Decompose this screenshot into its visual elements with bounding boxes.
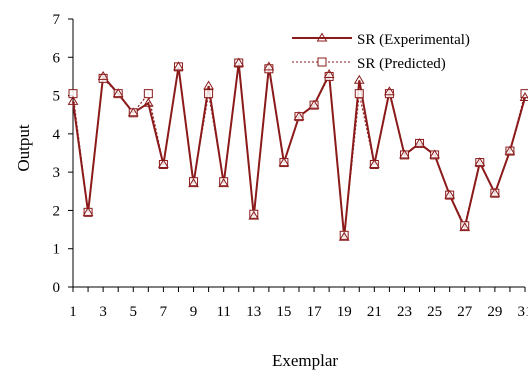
point-predicted (264, 64, 274, 74)
point-experimental (353, 74, 365, 84)
point-experimental (429, 149, 440, 159)
point-predicted (189, 177, 199, 187)
axes (72, 19, 525, 288)
point-predicted (204, 89, 214, 99)
y-axis-label: Output (14, 124, 33, 172)
x-tick-label: 7 (160, 304, 168, 320)
x-tick-label: 9 (190, 304, 198, 320)
legend-square-marker (317, 57, 327, 67)
point-predicted (249, 209, 259, 219)
legend-text-predicted: SR (Predicted) (357, 56, 446, 72)
x-tick-label: 27 (457, 304, 473, 320)
point-experimental (112, 88, 124, 98)
y-tick-label: 2 (53, 203, 61, 219)
x-tick-label: 19 (337, 304, 352, 320)
point-experimental (338, 231, 350, 241)
point-experimental (504, 145, 516, 155)
point-predicted (384, 89, 394, 99)
series-layer (67, 57, 528, 241)
point-predicted (143, 89, 153, 99)
x-tick-label: 11 (216, 304, 230, 320)
x-tick-label: 5 (130, 304, 138, 320)
x-tick-label: 25 (427, 304, 442, 320)
y-ticks: 0 1 2 3 4 5 6 7 (53, 12, 73, 296)
point-predicted (98, 73, 108, 83)
point-experimental (248, 210, 260, 220)
legend-text-experimental: SR (Experimental) (357, 32, 470, 48)
legend-item-predicted: SR (Predicted) (292, 56, 446, 72)
y-tick-label: 3 (53, 165, 61, 181)
point-experimental (399, 149, 410, 159)
point-experimental (323, 69, 335, 79)
point-experimental (97, 70, 109, 80)
point-predicted (339, 230, 349, 240)
point-experimental (489, 187, 501, 197)
point-experimental (459, 222, 471, 232)
x-ticks: 135791113151719212325272931 (69, 287, 528, 320)
y-tick-label: 1 (53, 242, 61, 258)
x-tick-label: 1 (69, 304, 77, 320)
x-tick-label: 17 (307, 304, 323, 320)
y-tick-label: 5 (53, 89, 61, 105)
y-tick-label: 7 (53, 12, 61, 28)
point-experimental (188, 178, 199, 188)
y-tick-label: 4 (53, 127, 61, 143)
series-line-experimental (72, 62, 526, 238)
x-tick-label: 13 (246, 304, 261, 320)
point-experimental (173, 61, 184, 71)
x-tick-label: 3 (99, 304, 107, 320)
point-predicted (324, 71, 334, 81)
point-experimental (82, 206, 94, 216)
point-experimental (474, 157, 486, 167)
point-experimental (218, 178, 230, 188)
point-experimental (293, 111, 305, 121)
x-axis-label: Exemplar (272, 351, 338, 370)
point-experimental (233, 57, 245, 67)
point-predicted (219, 177, 229, 187)
point-experimental (263, 61, 275, 71)
point-experimental (203, 80, 214, 90)
legend-item-experimental: SR (Experimental) (292, 32, 470, 48)
point-experimental (142, 97, 154, 107)
y-tick-label: 0 (53, 280, 61, 296)
point-experimental (368, 159, 380, 168)
point-experimental (414, 137, 425, 147)
point-experimental (127, 107, 139, 117)
point-experimental (278, 157, 290, 167)
point-predicted (460, 221, 470, 231)
x-tick-label: 15 (276, 304, 291, 320)
point-experimental (158, 159, 169, 168)
point-experimental (67, 95, 79, 105)
y-tick-label: 6 (53, 50, 61, 66)
legend: SR (Experimental) SR (Predicted) (292, 32, 470, 72)
point-predicted (354, 89, 364, 99)
point-experimental (308, 99, 320, 109)
x-tick-label: 23 (397, 304, 412, 320)
x-tick-label: 21 (367, 304, 382, 320)
point-experimental (519, 92, 528, 101)
legend-triangle-marker (316, 32, 328, 42)
x-tick-label: 31 (518, 304, 528, 320)
x-tick-label: 29 (487, 304, 502, 320)
point-experimental (384, 86, 395, 96)
point-experimental (444, 189, 456, 199)
